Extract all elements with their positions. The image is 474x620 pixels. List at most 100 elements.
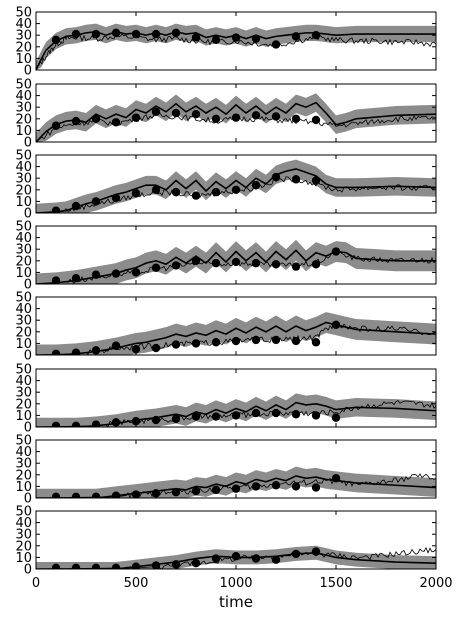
observation-point <box>151 29 161 39</box>
observation-point <box>311 411 321 420</box>
y-tick-label: 30 <box>15 172 32 187</box>
y-tick-label: 20 <box>15 397 32 412</box>
observation-point <box>171 340 181 349</box>
x-tick-label: 0 <box>32 576 40 591</box>
observed-trace <box>36 473 436 498</box>
observation-point <box>191 559 201 568</box>
y-tick-label: 30 <box>15 243 32 258</box>
observation-point <box>71 201 81 211</box>
observation-point <box>251 335 261 345</box>
observation-point <box>151 415 161 425</box>
y-tick-label: 0 <box>24 136 32 151</box>
y-tick-label: 40 <box>15 516 32 531</box>
observation-point <box>231 336 241 346</box>
panel-plot-area <box>36 393 436 427</box>
observation-point <box>111 563 121 569</box>
y-tick-label: 0 <box>24 207 32 222</box>
observation-point <box>131 268 141 277</box>
observation-point <box>71 492 81 498</box>
observation-point <box>231 113 241 122</box>
panel-plot-area <box>36 23 436 70</box>
observation-point <box>131 113 141 122</box>
y-tick-label: 0 <box>24 278 32 293</box>
x-tick-label: 1500 <box>319 576 352 591</box>
observation-point <box>251 408 261 418</box>
observation-point <box>251 180 261 190</box>
observation-point <box>211 412 221 421</box>
y-tick-label: 40 <box>15 160 32 175</box>
y-tick-label: 0 <box>24 492 32 507</box>
observation-point <box>111 418 121 427</box>
observation-point <box>291 336 301 346</box>
panel-plot-area <box>36 239 436 284</box>
y-tick-label: 40 <box>15 374 32 389</box>
observation-point <box>191 256 201 265</box>
x-tick-label: 500 <box>124 576 149 591</box>
observation-point <box>331 413 341 422</box>
y-tick-label: 0 <box>24 421 32 436</box>
panel-plot-area <box>36 545 436 569</box>
y-tick-label: 30 <box>15 29 32 44</box>
x-axis-label: time <box>219 593 253 611</box>
observation-point <box>191 339 201 348</box>
y-tick-label: 10 <box>15 337 32 352</box>
observation-point <box>271 408 281 418</box>
y-tick-label: 30 <box>15 386 32 401</box>
observation-point <box>111 193 121 203</box>
observation-point <box>251 34 261 43</box>
observation-point <box>191 33 201 42</box>
observation-point <box>311 176 321 185</box>
panel-plot-area <box>36 466 436 498</box>
observation-point <box>291 262 301 271</box>
x-axis-ticks: 0 500 1000 1500 2000 <box>32 576 453 591</box>
y-tick-label: 10 <box>15 551 32 566</box>
observation-point <box>71 563 81 569</box>
observation-point <box>311 31 321 40</box>
observation-point <box>191 486 201 496</box>
observation-point <box>171 187 181 197</box>
observation-point <box>191 191 201 200</box>
y-tick-label: 10 <box>15 409 32 424</box>
observation-point <box>231 411 241 420</box>
y-tick-label: 10 <box>15 124 32 139</box>
observation-point <box>211 114 221 124</box>
observation-point <box>291 410 301 419</box>
observation-point <box>231 185 241 194</box>
observation-point <box>271 40 281 49</box>
observation-point <box>51 206 61 213</box>
observation-point <box>331 247 341 256</box>
observation-point <box>331 320 341 330</box>
observation-point <box>151 561 161 569</box>
observation-point <box>91 492 101 498</box>
observation-point <box>111 118 121 127</box>
observation-point <box>111 491 121 498</box>
observation-point <box>51 492 61 498</box>
y-tick-label: 20 <box>15 539 32 554</box>
observation-point <box>251 258 261 268</box>
observation-point <box>131 345 141 354</box>
y-tick-label: 30 <box>15 457 32 472</box>
observation-point <box>271 172 281 182</box>
y-tick-label: 20 <box>15 40 32 55</box>
observation-point <box>271 112 281 121</box>
observation-point <box>91 563 101 569</box>
observation-point <box>91 114 101 124</box>
observation-point <box>331 474 341 483</box>
observation-point <box>191 412 201 421</box>
observation-point <box>211 187 221 197</box>
observation-point <box>51 563 61 569</box>
observation-point <box>231 33 241 42</box>
observation-point <box>251 554 261 563</box>
y-tick-label: 30 <box>15 314 32 329</box>
observation-point <box>91 29 101 39</box>
observation-point <box>71 116 81 126</box>
y-tick-label: 10 <box>15 52 32 67</box>
observation-point <box>251 482 261 491</box>
observation-point <box>151 489 161 498</box>
